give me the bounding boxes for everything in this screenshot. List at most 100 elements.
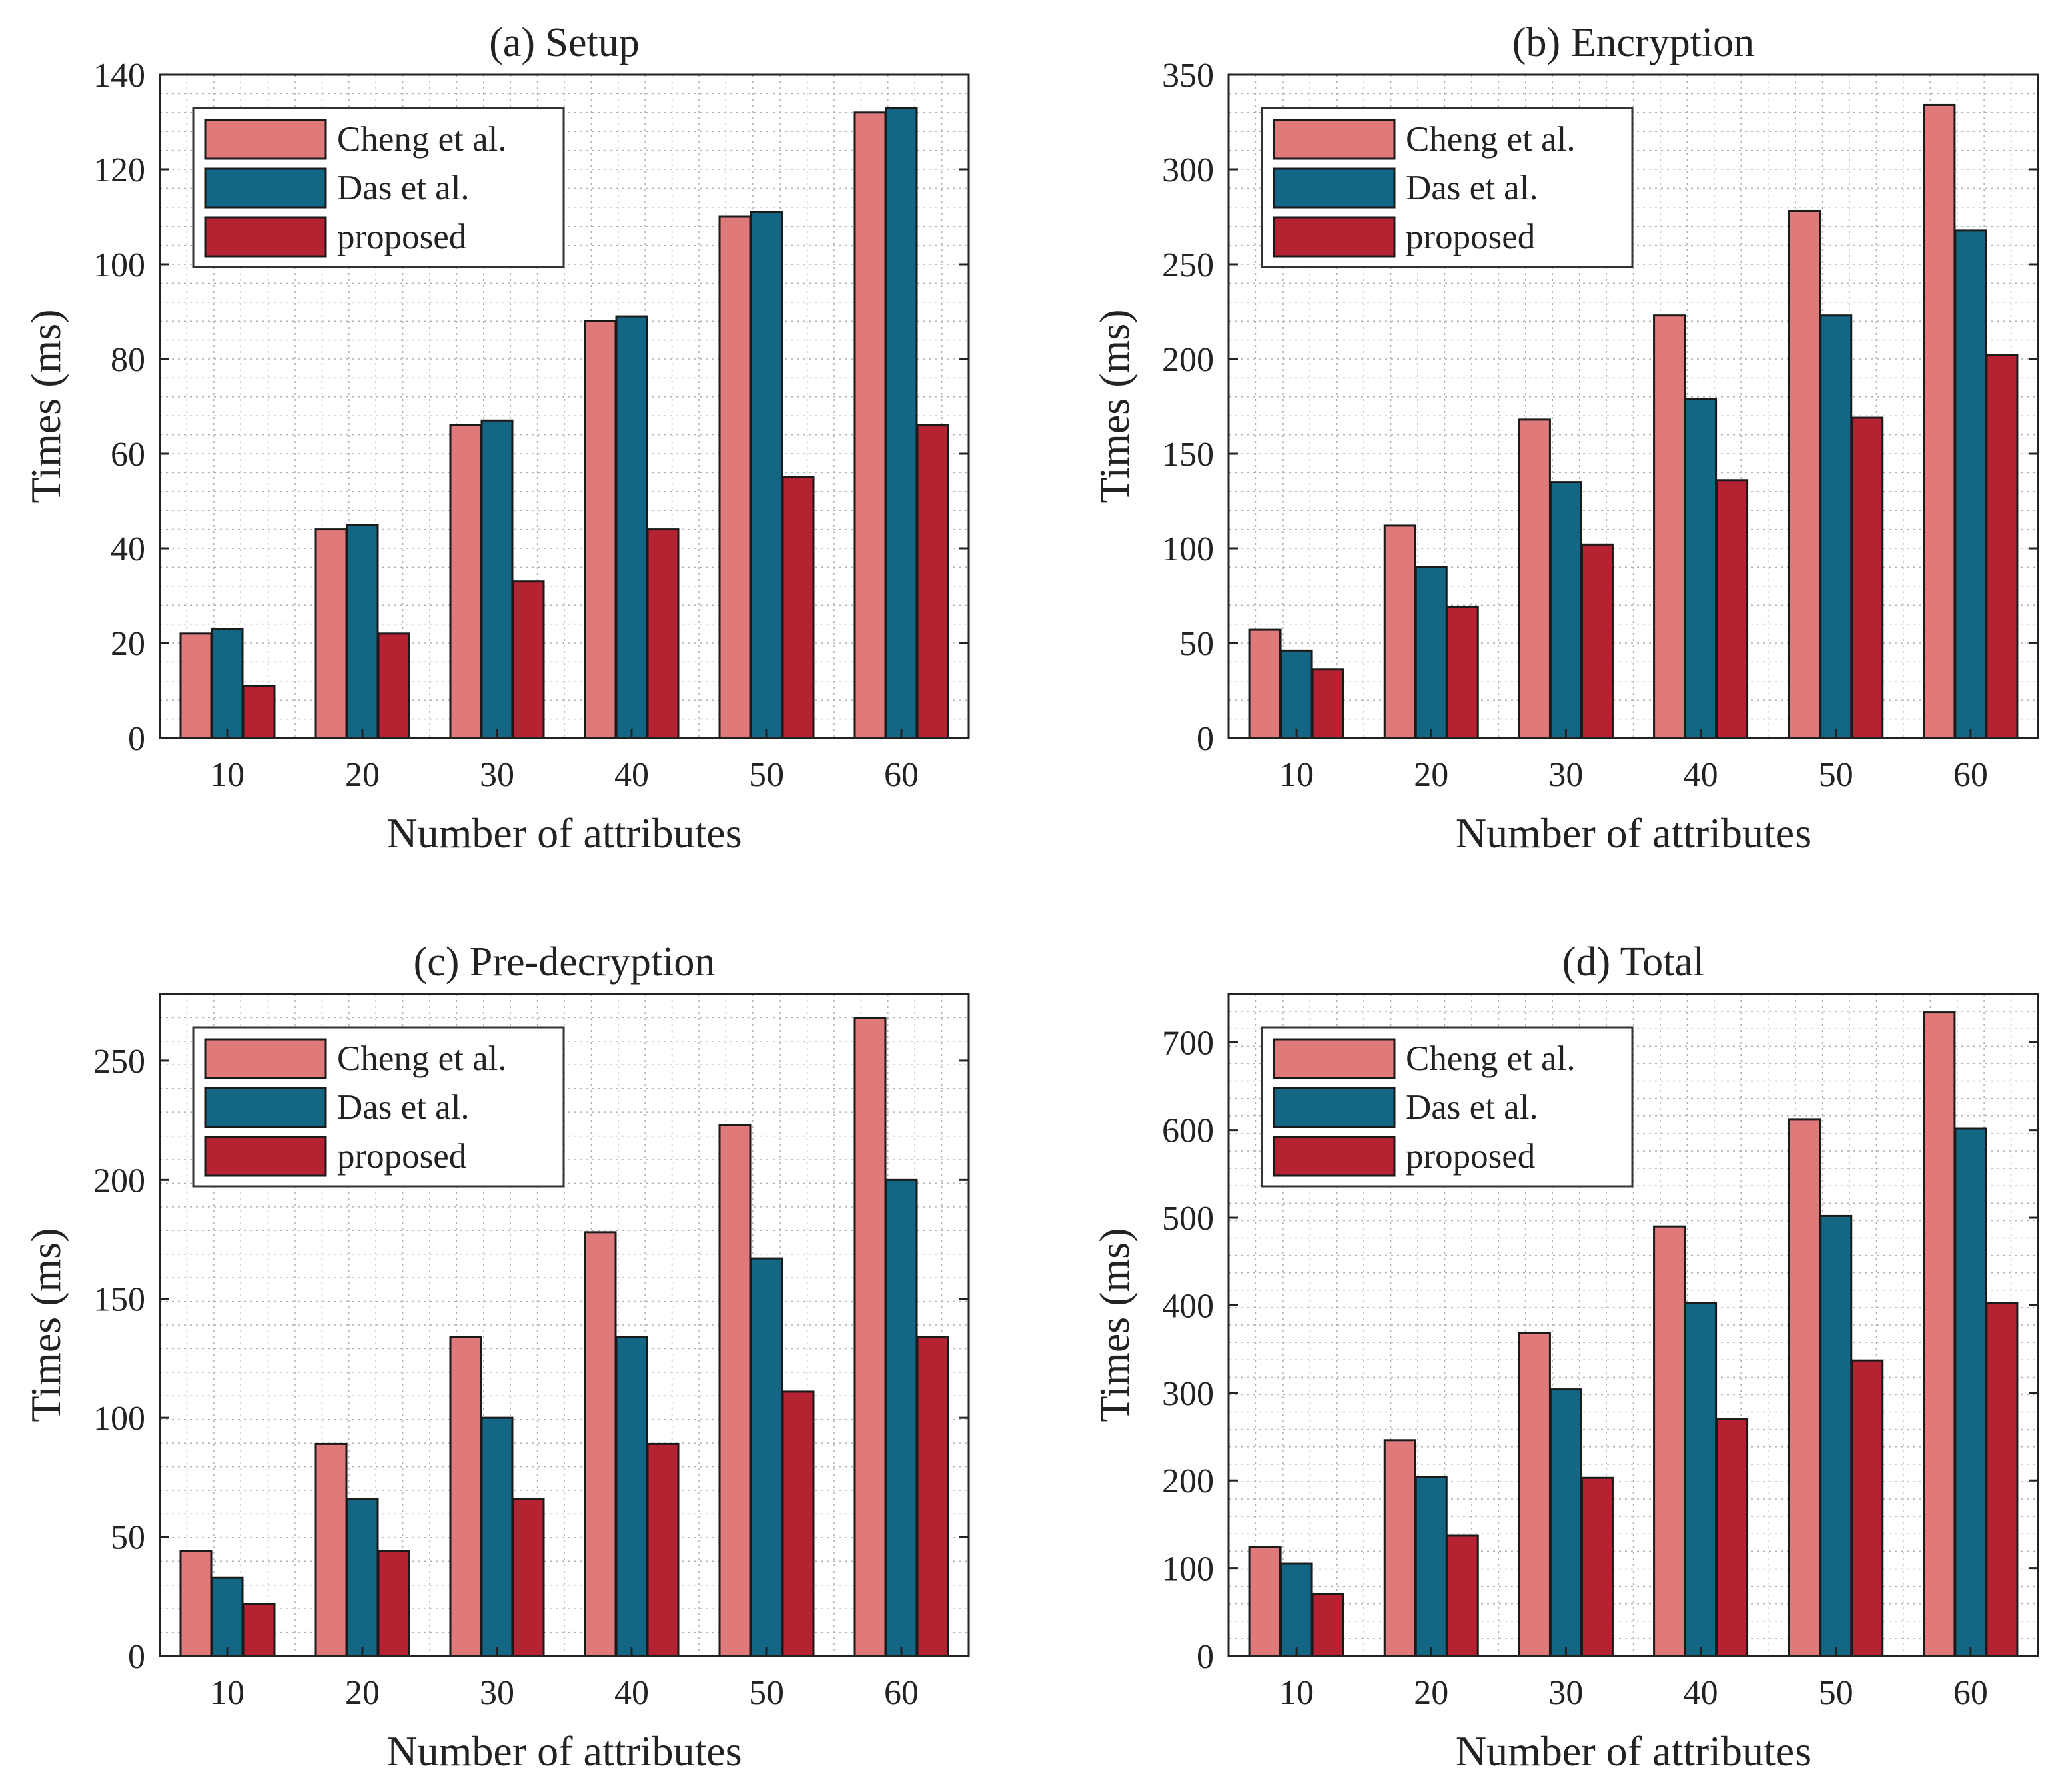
bar-cheng-20 xyxy=(314,528,348,739)
bar-proposed-40 xyxy=(646,1442,680,1657)
bar-cheng-40 xyxy=(1653,1225,1686,1657)
panel-title: (b) Encryption xyxy=(1512,20,1754,65)
x-axis-label: Number of attributes xyxy=(1456,809,1811,857)
bar-das-50 xyxy=(750,211,783,739)
legend-swatch-proposed xyxy=(1273,216,1396,258)
bar-das-20 xyxy=(346,524,379,739)
bar-cheng-20 xyxy=(1383,1439,1416,1657)
panel-title: (d) Total xyxy=(1562,939,1704,985)
x-tick-label: 50 xyxy=(749,1674,784,1712)
legend-label-das: Das et al. xyxy=(1406,169,1538,207)
bar-das-40 xyxy=(1684,1301,1718,1657)
y-tick-label: 0 xyxy=(128,1638,145,1676)
x-tick-label: 10 xyxy=(210,756,245,794)
bar-proposed-20 xyxy=(377,1550,410,1657)
y-axis-label: Times (ms) xyxy=(22,1228,69,1422)
bar-das-40 xyxy=(615,315,648,739)
bar-das-40 xyxy=(615,1336,648,1657)
y-tick-label: 100 xyxy=(1162,530,1214,568)
bar-cheng-50 xyxy=(718,215,752,739)
y-tick-label: 350 xyxy=(1162,57,1214,95)
y-tick-label: 300 xyxy=(1162,151,1214,189)
x-tick-label: 20 xyxy=(1414,1674,1448,1712)
x-tick-label: 30 xyxy=(1548,1674,1583,1712)
legend-label-proposed: proposed xyxy=(1406,217,1535,256)
x-tick-label: 30 xyxy=(480,756,514,794)
y-tick-label: 500 xyxy=(1162,1200,1214,1238)
y-tick-label: 0 xyxy=(1197,720,1214,758)
bar-cheng-60 xyxy=(853,1017,887,1657)
y-tick-label: 140 xyxy=(93,57,145,95)
x-tick-label: 20 xyxy=(1414,756,1448,794)
legend-label-das: Das et al. xyxy=(337,169,470,207)
x-axis-label: Number of attributes xyxy=(386,809,742,857)
y-tick-label: 150 xyxy=(93,1281,145,1319)
y-tick-label: 700 xyxy=(1162,1024,1214,1062)
y-tick-label: 50 xyxy=(1179,625,1214,663)
bar-cheng-20 xyxy=(314,1442,348,1657)
bar-das-10 xyxy=(1279,649,1313,739)
bar-cheng-40 xyxy=(584,1231,617,1657)
bar-proposed-30 xyxy=(1580,543,1614,739)
bar-proposed-30 xyxy=(512,580,545,739)
y-tick-label: 250 xyxy=(93,1043,145,1081)
bar-das-60 xyxy=(1954,1127,1987,1657)
x-tick-label: 60 xyxy=(884,1674,919,1712)
panel-title: (c) Pre-decryption xyxy=(414,939,716,985)
bar-proposed-40 xyxy=(1716,1418,1749,1657)
plot-frame xyxy=(1227,993,2039,1657)
legend-label-das: Das et al. xyxy=(1406,1088,1538,1127)
bar-cheng-40 xyxy=(1653,314,1686,739)
legend-swatch-proposed xyxy=(204,1136,327,1177)
y-tick-label: 200 xyxy=(1162,341,1214,379)
bar-cheng-30 xyxy=(449,424,482,739)
bar-proposed-10 xyxy=(242,685,276,739)
bar-proposed-20 xyxy=(377,632,410,739)
legend-label-cheng: Cheng et al. xyxy=(337,1039,507,1078)
x-axis-label: Number of attributes xyxy=(1456,1727,1811,1775)
plot-frame xyxy=(159,993,970,1657)
bar-proposed-50 xyxy=(781,476,815,739)
legend-label-proposed: proposed xyxy=(1406,1137,1535,1176)
x-tick-label: 10 xyxy=(1279,756,1314,794)
x-tick-label: 50 xyxy=(1819,1674,1853,1712)
plot-frame xyxy=(1227,73,2039,739)
bar-proposed-60 xyxy=(1985,1301,2019,1657)
bar-cheng-50 xyxy=(718,1124,752,1657)
bar-cheng-30 xyxy=(1518,418,1551,739)
legend-label-proposed: proposed xyxy=(337,1137,466,1176)
legend-swatch-cheng xyxy=(204,119,327,160)
y-tick-label: 40 xyxy=(111,530,145,568)
x-tick-label: 50 xyxy=(749,756,784,794)
bar-proposed-60 xyxy=(916,424,949,739)
legend-label-cheng: Cheng et al. xyxy=(1406,1039,1576,1078)
bar-das-50 xyxy=(1819,1214,1853,1657)
y-tick-label: 100 xyxy=(93,246,145,284)
bar-cheng-10 xyxy=(1248,628,1282,739)
y-tick-label: 600 xyxy=(1162,1112,1214,1150)
y-tick-label: 0 xyxy=(1197,1638,1214,1676)
bar-das-30 xyxy=(1549,481,1582,739)
x-axis-label: Number of attributes xyxy=(386,1727,742,1775)
legend-label-cheng: Cheng et al. xyxy=(337,120,507,159)
x-tick-label: 60 xyxy=(884,756,919,794)
bar-cheng-60 xyxy=(1923,103,1956,739)
x-tick-label: 40 xyxy=(614,1674,649,1712)
bar-proposed-30 xyxy=(1580,1476,1614,1657)
bar-cheng-50 xyxy=(1788,1118,1821,1657)
y-tick-label: 0 xyxy=(128,720,145,758)
legend-swatch-cheng xyxy=(1273,119,1396,160)
y-axis-label: Times (ms) xyxy=(22,309,69,503)
bar-cheng-50 xyxy=(1788,209,1821,739)
x-tick-label: 20 xyxy=(345,756,380,794)
y-tick-label: 100 xyxy=(1162,1550,1214,1589)
bar-das-30 xyxy=(480,419,514,739)
bar-proposed-40 xyxy=(646,528,680,739)
bar-proposed-60 xyxy=(916,1336,949,1657)
bar-proposed-20 xyxy=(1446,606,1479,739)
y-axis-label: Times (ms) xyxy=(1091,1228,1138,1422)
chart-panel-3: 0 100 200 300 400 500 600 700 10 20 30 40 50 60 (d) To… xyxy=(1091,939,2039,1775)
bar-das-60 xyxy=(1954,229,1987,739)
bar-cheng-10 xyxy=(179,1550,213,1657)
